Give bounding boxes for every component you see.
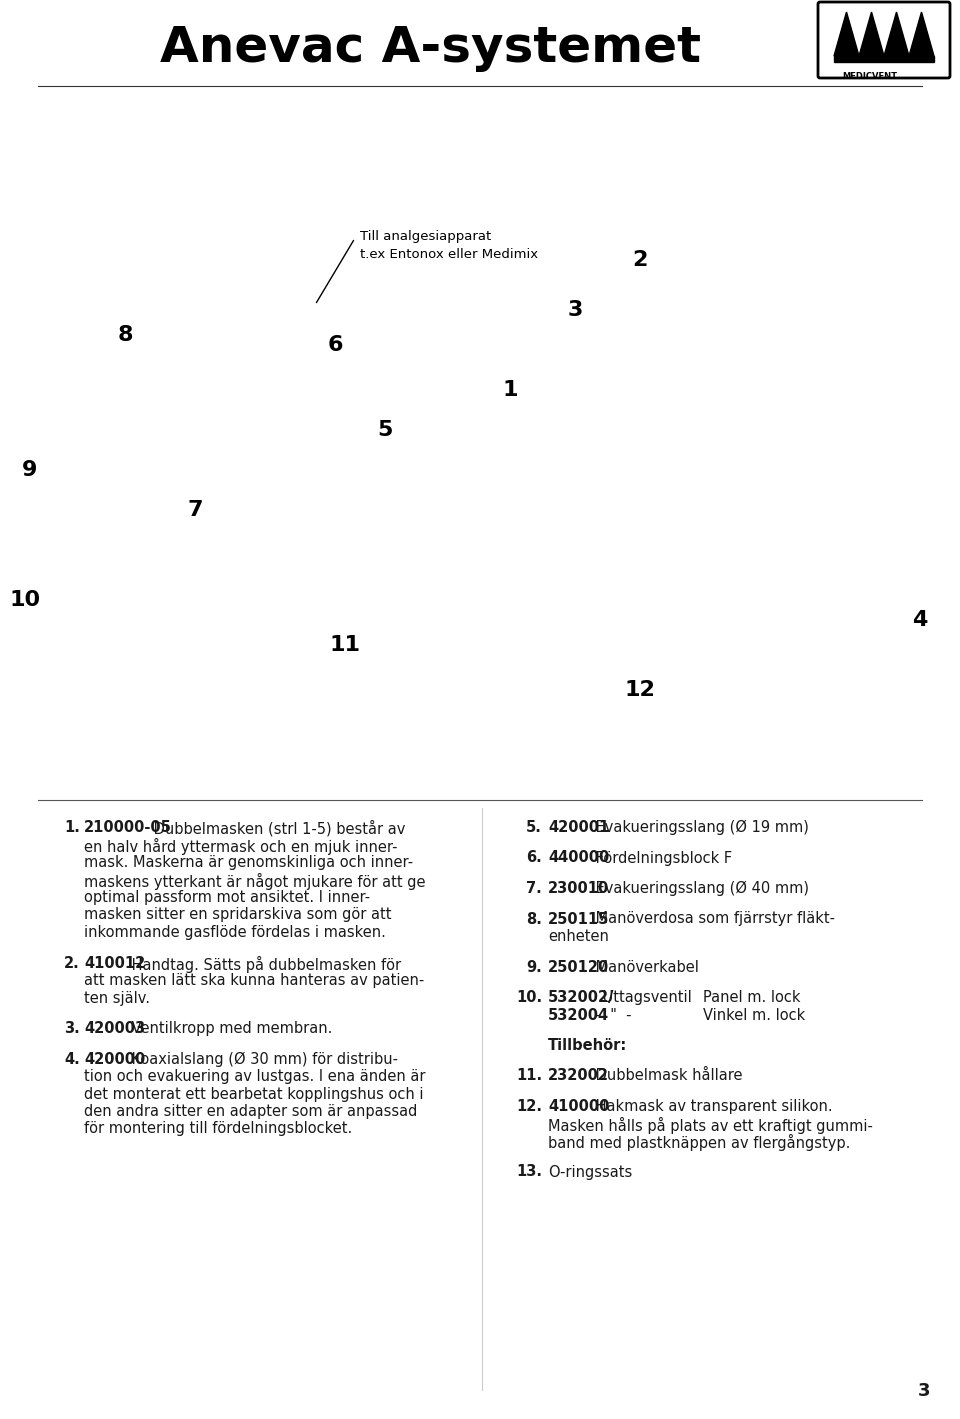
Text: 232002: 232002 <box>548 1069 609 1084</box>
Text: 420000: 420000 <box>84 1051 145 1067</box>
Text: O-ringssats: O-ringssats <box>548 1165 633 1179</box>
Text: en halv hård yttermask och en mjuk inner-: en halv hård yttermask och en mjuk inner… <box>84 837 397 854</box>
Text: 4.: 4. <box>64 1051 80 1067</box>
Text: Vinkel m. lock: Vinkel m. lock <box>703 1007 805 1023</box>
Text: att masken lätt ska kunna hanteras av patien-: att masken lätt ska kunna hanteras av pa… <box>84 973 424 988</box>
Text: 12.: 12. <box>516 1098 542 1114</box>
Text: 12: 12 <box>625 680 656 700</box>
Text: 6.: 6. <box>526 850 542 866</box>
Text: masken sitter en spridarskiva som gör att: masken sitter en spridarskiva som gör at… <box>84 908 392 922</box>
Text: 250115: 250115 <box>548 911 610 927</box>
Text: Tillbehör:: Tillbehör: <box>548 1039 627 1053</box>
Polygon shape <box>909 11 934 55</box>
Text: Evakueringsslang (Ø 40 mm): Evakueringsslang (Ø 40 mm) <box>591 881 809 897</box>
Text: 420001: 420001 <box>548 820 610 834</box>
Text: 2.: 2. <box>64 955 80 971</box>
Text: 410000: 410000 <box>548 1098 610 1114</box>
Text: 3: 3 <box>567 299 583 321</box>
Text: Till analgesiapparat: Till analgesiapparat <box>360 230 492 243</box>
Text: 250120: 250120 <box>548 959 610 975</box>
Text: 8.: 8. <box>526 911 542 927</box>
Text: den andra sitter en adapter som är anpassad: den andra sitter en adapter som är anpas… <box>84 1104 418 1120</box>
Text: Anevac A-systemet: Anevac A-systemet <box>159 24 701 72</box>
Text: 11.: 11. <box>516 1069 542 1084</box>
Text: Hakmask av transparent silikon.: Hakmask av transparent silikon. <box>591 1098 833 1114</box>
Text: 410012: 410012 <box>84 955 145 971</box>
Text: 3.: 3. <box>64 1022 80 1036</box>
Polygon shape <box>834 11 859 55</box>
Text: -  "  -: - " - <box>591 1007 632 1023</box>
Text: Uttagsventil: Uttagsventil <box>598 990 692 1005</box>
Text: 2: 2 <box>633 250 648 270</box>
Text: 6: 6 <box>327 335 343 355</box>
Text: 9.: 9. <box>526 959 542 975</box>
Text: 440000: 440000 <box>548 850 610 866</box>
Text: enheten: enheten <box>548 929 609 944</box>
Text: 420003: 420003 <box>84 1022 145 1036</box>
Text: 5: 5 <box>377 420 393 440</box>
Text: 4: 4 <box>912 610 927 630</box>
Text: Koaxialslang (Ø 30 mm) för distribu-: Koaxialslang (Ø 30 mm) för distribu- <box>127 1051 398 1067</box>
Text: Dubbelmasken (strl 1-5) består av: Dubbelmasken (strl 1-5) består av <box>149 820 405 837</box>
Polygon shape <box>884 11 909 55</box>
Text: Manöverdosa som fjärrstyr fläkt-: Manöverdosa som fjärrstyr fläkt- <box>591 911 835 927</box>
Text: 532004: 532004 <box>548 1007 610 1023</box>
Text: band med plastknäppen av flergångstyp.: band med plastknäppen av flergångstyp. <box>548 1134 851 1151</box>
Text: Handtag. Sätts på dubbelmasken för: Handtag. Sätts på dubbelmasken för <box>127 955 401 972</box>
Text: Panel m. lock: Panel m. lock <box>703 990 801 1005</box>
Text: 7: 7 <box>187 499 203 519</box>
Polygon shape <box>834 55 934 62</box>
Text: inkommande gasflöde fördelas i masken.: inkommande gasflöde fördelas i masken. <box>84 925 386 939</box>
Text: Evakueringsslang (Ø 19 mm): Evakueringsslang (Ø 19 mm) <box>591 820 809 836</box>
Text: maskens ytterkant är något mjukare för att ge: maskens ytterkant är något mjukare för a… <box>84 873 425 890</box>
Text: 11: 11 <box>329 634 361 656</box>
Text: 230010: 230010 <box>548 881 610 895</box>
Text: 3: 3 <box>918 1382 930 1401</box>
Text: 5.: 5. <box>526 820 542 834</box>
Text: Masken hålls på plats av ett kraftigt gummi-: Masken hålls på plats av ett kraftigt gu… <box>548 1117 873 1134</box>
Text: 1.: 1. <box>64 820 80 834</box>
Text: optimal passform mot ansiktet. I inner-: optimal passform mot ansiktet. I inner- <box>84 890 371 905</box>
FancyBboxPatch shape <box>818 1 950 78</box>
Text: 10: 10 <box>10 590 40 610</box>
Text: 532002/: 532002/ <box>548 990 614 1005</box>
Text: 1: 1 <box>502 380 517 400</box>
Text: 9: 9 <box>22 460 37 480</box>
Polygon shape <box>859 11 884 55</box>
Text: Ventilkropp med membran.: Ventilkropp med membran. <box>127 1022 332 1036</box>
Text: 7.: 7. <box>526 881 542 895</box>
Text: 13.: 13. <box>516 1165 542 1179</box>
Text: för montering till fördelningsblocket.: för montering till fördelningsblocket. <box>84 1121 352 1137</box>
Text: t.ex Entonox eller Medimix: t.ex Entonox eller Medimix <box>360 248 539 261</box>
Text: Manöverkabel: Manöverkabel <box>591 959 699 975</box>
Text: 210000-05: 210000-05 <box>84 820 172 834</box>
Text: Dubbelmask hållare: Dubbelmask hållare <box>591 1069 743 1084</box>
Text: tion och evakuering av lustgas. I ena änden är: tion och evakuering av lustgas. I ena än… <box>84 1069 425 1084</box>
Text: det monterat ett bearbetat kopplingshus och i: det monterat ett bearbetat kopplingshus … <box>84 1087 423 1101</box>
Text: mask. Maskerna är genomskinliga och inner-: mask. Maskerna är genomskinliga och inne… <box>84 856 413 870</box>
Text: MEDICVENT: MEDICVENT <box>843 72 898 81</box>
Text: ten själv.: ten själv. <box>84 990 150 1006</box>
Text: 10.: 10. <box>516 990 542 1005</box>
Text: Fördelningsblock F: Fördelningsblock F <box>591 850 732 866</box>
Text: 8: 8 <box>117 325 132 345</box>
